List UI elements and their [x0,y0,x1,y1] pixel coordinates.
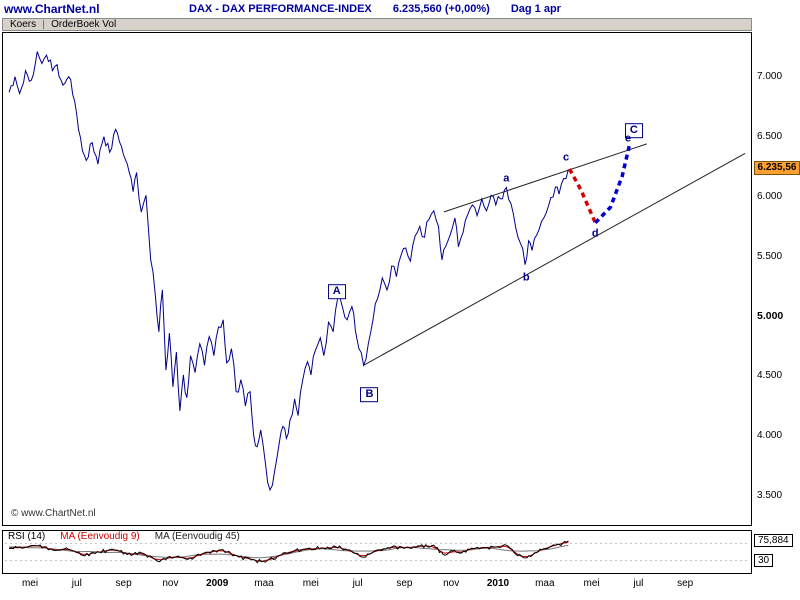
wave-label-c: c [562,151,570,164]
wave-label-c-boxed: C [624,123,643,139]
price-plot-canvas [8,51,746,492]
wave-label-d: d [591,226,599,239]
wave-label-a: a [503,171,510,184]
price-axis-label-6500: 6.500 [757,130,783,142]
rsi-panel: RSI (14) MA (Eenvoudig 9) MA (Eenvoudig … [2,530,752,574]
wave-label-b-boxed: B [360,387,379,403]
last-price-tag: 6.235,56 [754,161,800,176]
time-axis-label-2009: 2009 [206,578,229,589]
tab-orderboek-vol[interactable]: OrderBoek Vol [51,19,117,30]
price-axis-label-4000: 4.000 [757,430,783,442]
quote-value: 6.235,560 (+0,00%) [392,3,490,15]
tab-divider [43,20,45,29]
copyright-watermark: © www.ChartNet.nl [11,508,96,519]
time-axis-label-nov: nov [162,578,179,589]
time-axis-label-nov: nov [443,578,460,589]
time-axis-label-jul: jul [352,578,363,589]
wave-label-e: e [624,132,632,145]
rsi-plot-canvas [5,540,749,564]
time-axis-label-jul: jul [71,578,82,589]
rsi-legend-ma45: MA (Eenvoudig 45) [154,531,240,542]
tab-koers[interactable]: Koers [10,19,37,30]
header-bar: www.ChartNet.nl DAX - DAX PERFORMANCE-IN… [0,0,800,18]
rsi-legend-ma9: MA (Eenvoudig 9) [60,531,140,542]
time-axis-label-sep: sep [677,578,694,589]
price-axis-label-5000: 5.000 [757,310,784,323]
instrument-title: DAX - DAX PERFORMANCE-INDEX [189,3,372,15]
price-axis-label-6000: 6.000 [757,190,783,202]
time-axis-label-mei: mei [302,578,319,589]
view-tabs-bar: Koers OrderBoek Vol [2,18,752,31]
wave-label-a-boxed: A [327,284,346,300]
rsi-legend-rsi: RSI (14) [8,531,46,542]
time-axis-label-mei: mei [21,578,39,589]
rsi-legend: RSI (14) MA (Eenvoudig 9) MA (Eenvoudig … [8,531,240,543]
rsi-current-value-box: 75,884 [754,533,793,547]
price-axis-label-5500: 5.500 [757,250,783,262]
time-axis-label-maa: maa [535,578,555,589]
chart-title: DAX - DAX PERFORMANCE-INDEX 6.235,560 (+… [0,3,750,15]
time-axis-label-sep: sep [396,578,413,589]
rsi-level-30-box: 30 [754,553,774,567]
time-axis-label-2010: 2010 [486,578,510,589]
price-axis-label-7000: 7.000 [757,70,783,82]
price-axis: 6.235,56 7.000 6.500 6.000 5.500 5.000 4.500 4… [754,32,800,526]
brand-link[interactable]: www.ChartNet.nl [4,2,100,16]
period-label: Dag 1 apr [510,3,561,15]
time-axis-label-mei: mei [583,578,600,589]
wave-label-b: b [522,271,530,284]
time-axis-label-maa: maa [254,578,274,589]
rsi-axis: 75,884 30 [754,530,800,574]
time-axis-label-sep: sep [115,578,132,589]
price-axis-label-4500: 4.500 [757,370,783,382]
time-axis: mei jul sep nov 2009 maa mei jul sep nov 2010 maa me… [2,578,752,592]
time-axis-label-jul: jul [633,578,644,589]
price-axis-label-3500: 3.500 [757,490,783,502]
